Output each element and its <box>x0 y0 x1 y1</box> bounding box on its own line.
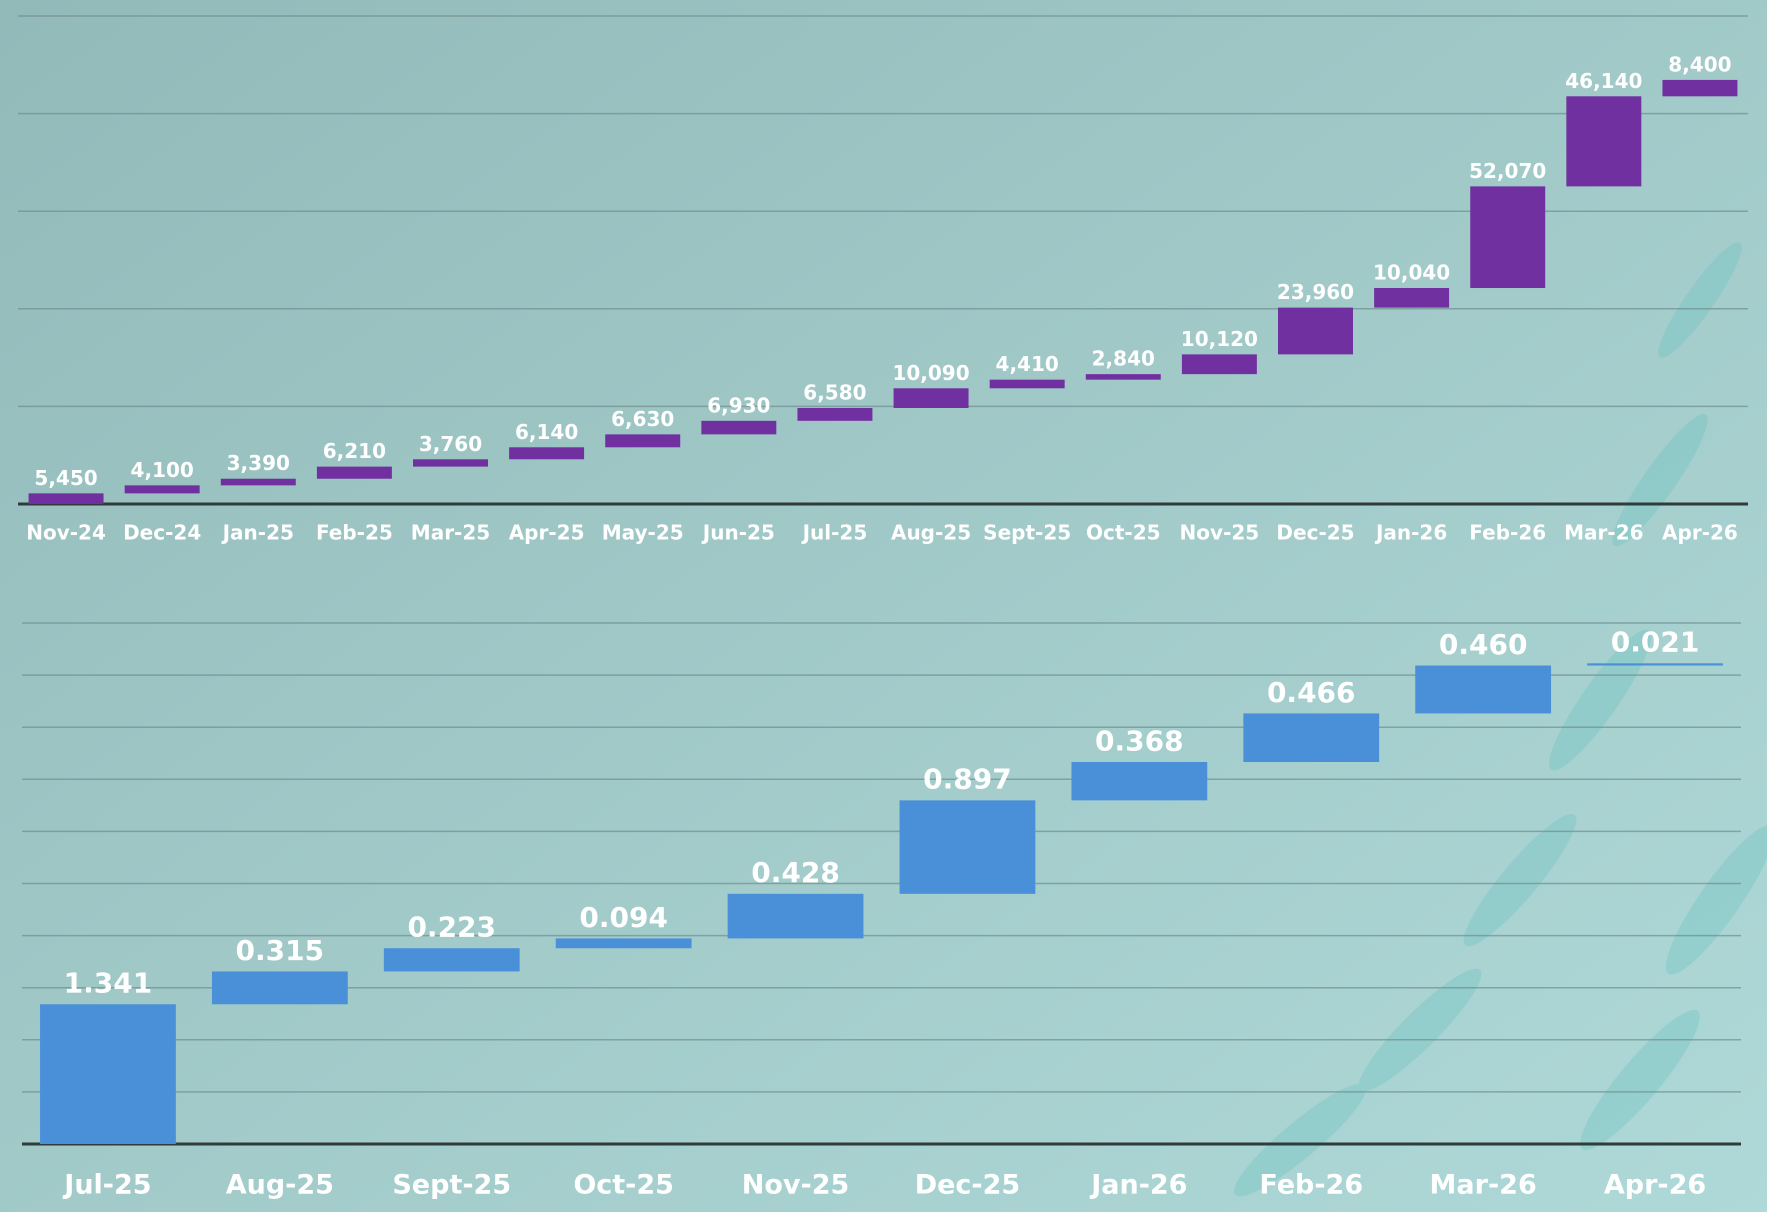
bar <box>413 459 488 467</box>
value-label: 1.341 <box>64 967 153 1000</box>
value-label: 2,840 <box>1092 347 1155 371</box>
x-tick-label: Jan-26 <box>1089 1170 1187 1201</box>
value-label: 3,760 <box>419 432 482 456</box>
bar <box>220 478 296 486</box>
bar <box>1415 665 1552 714</box>
value-label: 5,450 <box>34 466 97 490</box>
value-label: 0.368 <box>1095 724 1184 757</box>
x-tick-label: Nov-24 <box>26 521 106 545</box>
value-label: 0.466 <box>1267 676 1356 709</box>
value-label: 0.897 <box>923 763 1012 796</box>
x-tick-label: Dec-25 <box>1276 521 1354 545</box>
bar <box>1374 288 1450 308</box>
x-tick-label: Dec-24 <box>123 521 201 545</box>
value-label: 10,090 <box>892 361 969 385</box>
value-label: 0.315 <box>236 934 325 967</box>
x-tick-label: Apr-26 <box>1662 521 1738 545</box>
x-tick-label: Oct-25 <box>1086 521 1161 545</box>
bar <box>1243 713 1380 763</box>
x-tick-label: Jan-26 <box>1374 521 1447 545</box>
bar <box>509 447 585 460</box>
value-label: 8,400 <box>1668 52 1731 76</box>
value-label: 52,070 <box>1469 159 1546 183</box>
x-tick-label: Mar-26 <box>1564 521 1643 545</box>
x-tick-label: May-25 <box>602 521 684 545</box>
bar <box>989 379 1065 389</box>
bar <box>211 971 348 1005</box>
bar <box>899 800 1036 894</box>
x-tick-label: Nov-25 <box>742 1170 850 1201</box>
bar <box>555 938 692 949</box>
bar <box>701 420 777 435</box>
value-label: 0.223 <box>407 911 496 944</box>
x-tick-label: Aug-25 <box>891 521 971 545</box>
value-label: 6,630 <box>611 407 674 431</box>
x-tick-label: Nov-25 <box>1180 521 1260 545</box>
value-label: 6,210 <box>323 439 386 463</box>
bar <box>40 1004 176 1144</box>
x-tick-label: Oct-25 <box>573 1170 674 1201</box>
x-tick-label: Jun-25 <box>701 521 775 545</box>
x-tick-label: Sept-25 <box>392 1170 511 1201</box>
x-tick-label: Feb-26 <box>1469 521 1546 545</box>
value-label: 10,120 <box>1181 327 1258 351</box>
x-tick-label: Mar-26 <box>1430 1170 1537 1201</box>
x-tick-label: Jul-25 <box>801 521 868 545</box>
x-tick-label: Apr-26 <box>1604 1170 1706 1201</box>
value-label: 3,390 <box>227 451 290 475</box>
bar <box>1085 374 1161 380</box>
bar <box>1587 663 1723 666</box>
x-tick-label: Apr-25 <box>509 521 585 545</box>
charts: 5,450 Nov-24 4,100 Dec-24 3,390 Jan-25 6,210 Fe… <box>18 15 1748 1201</box>
value-label: 6,140 <box>515 420 578 444</box>
bar <box>124 485 200 494</box>
value-label: 0.428 <box>751 856 840 889</box>
value-label: 4,410 <box>996 352 1059 376</box>
x-tick-label: Feb-26 <box>1259 1170 1363 1201</box>
bar <box>383 948 520 972</box>
bar <box>797 407 873 421</box>
value-label: 0.460 <box>1439 628 1528 661</box>
value-label: 23,960 <box>1277 280 1354 304</box>
bar <box>1566 96 1642 187</box>
bar <box>1181 354 1257 375</box>
x-tick-label: Jan-25 <box>221 521 294 545</box>
value-label: 6,580 <box>803 380 866 404</box>
bar <box>28 493 104 504</box>
value-label: 10,040 <box>1373 261 1450 285</box>
bar <box>1662 79 1738 97</box>
bar <box>1071 762 1208 801</box>
x-tick-label: Sept-25 <box>983 521 1071 545</box>
x-tick-label: Aug-25 <box>226 1170 334 1201</box>
bar <box>1278 307 1353 355</box>
bar <box>893 388 969 408</box>
x-tick-label: Jul-25 <box>62 1170 151 1201</box>
value-label: 6,930 <box>707 393 770 417</box>
bar <box>1470 186 1546 289</box>
value-label: 46,140 <box>1565 69 1642 93</box>
x-tick-label: Feb-25 <box>316 521 393 545</box>
x-tick-label: Mar-25 <box>411 521 490 545</box>
bar <box>605 434 681 448</box>
bar <box>727 893 864 939</box>
bar <box>316 466 392 479</box>
value-label: 4,100 <box>131 458 194 482</box>
value-label: 0.094 <box>579 901 668 934</box>
value-label: 0.021 <box>1611 626 1700 659</box>
x-tick-label: Dec-25 <box>915 1170 1021 1201</box>
